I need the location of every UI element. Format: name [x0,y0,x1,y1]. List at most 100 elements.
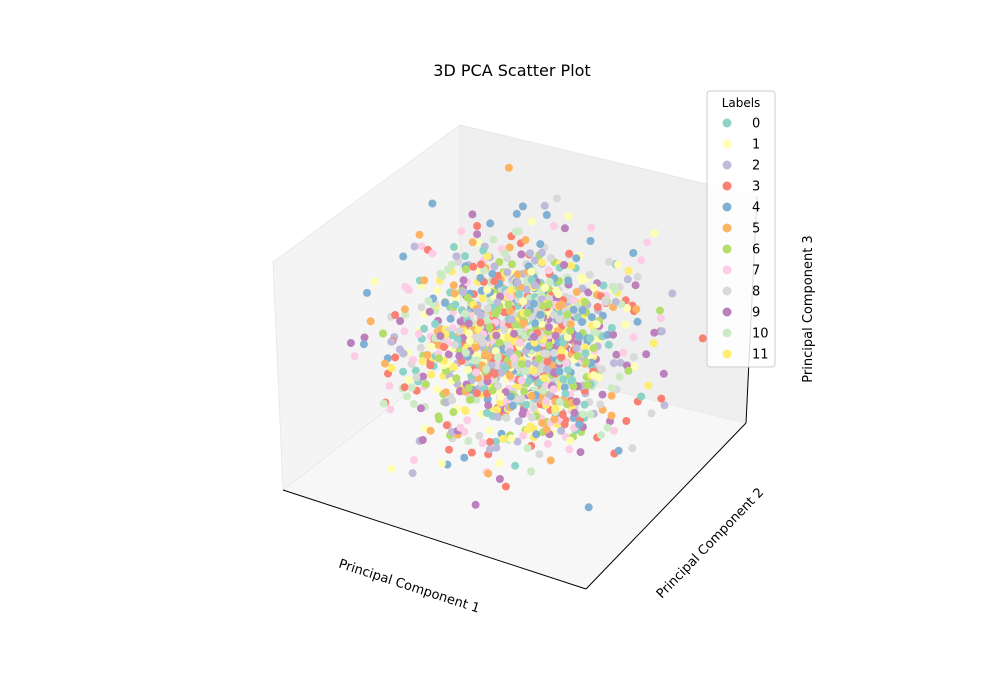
point-label-10 [472,356,481,365]
point-label-10 [545,277,554,286]
point-label-7 [417,242,426,251]
point-label-2 [490,262,499,271]
point-label-4 [486,219,495,228]
point-label-5 [426,426,435,435]
point-label-0 [559,338,568,347]
legend-label-2: 2 [752,159,760,174]
point-label-2 [459,288,468,296]
point-label-4 [572,254,581,263]
legend-frame [706,90,776,368]
point-label-4 [578,318,586,326]
point-label-5 [400,305,409,314]
point-label-2 [557,426,566,435]
point-label-10 [611,286,620,295]
point-label-11 [450,362,459,371]
point-label-8 [517,394,526,403]
point-label-8 [535,450,544,459]
point-label-6 [535,355,543,363]
point-label-9 [468,210,477,219]
point-label-10 [493,353,502,362]
point-label-8 [455,327,464,336]
legend-label-7: 7 [752,264,760,279]
legend: Labels 0 1 2 3 4 5 6 7 8 9 10 11 [706,90,776,368]
point-label-9 [530,332,539,341]
point-label-4 [532,430,541,439]
point-label-6 [493,307,502,316]
point-label-2 [543,365,552,374]
legend-marker-10 [722,328,732,338]
point-label-2 [609,359,618,368]
y-axis-label: Principal Component 2 [654,485,767,601]
point-label-11 [530,338,539,347]
point-label-3 [476,318,485,327]
point-label-8 [448,396,457,405]
point-label-11 [538,258,546,267]
point-label-3 [473,389,481,398]
point-label-8 [633,272,642,281]
point-label-8 [494,382,503,390]
point-label-10 [482,316,491,325]
point-label-11 [461,406,470,415]
point-label-6 [434,354,443,363]
point-label-10 [462,348,470,357]
point-label-11 [478,294,487,303]
legend-marker-7 [722,265,732,275]
point-label-3 [657,394,666,403]
point-label-2 [492,443,501,452]
point-label-0 [522,400,531,409]
point-label-2 [523,359,532,368]
point-label-3 [467,448,476,457]
point-label-11 [387,364,396,373]
x-axis-label: Principal Component 1 [337,557,482,617]
point-label-7 [587,223,596,232]
point-label-5 [521,236,530,245]
point-label-1 [650,229,659,238]
point-label-7 [569,296,578,305]
point-label-5 [484,469,493,478]
point-label-8 [416,343,425,352]
point-label-0 [515,290,524,299]
point-label-9 [518,410,527,418]
point-label-10 [527,467,536,476]
legend-label-5: 5 [752,222,760,237]
point-label-4 [428,199,437,208]
point-label-9 [418,436,427,444]
point-label-6 [589,344,598,353]
point-label-2 [505,348,514,356]
legend-marker-5 [722,223,732,233]
point-label-1 [491,347,500,356]
point-label-3 [426,361,435,370]
point-label-6 [581,298,590,306]
point-label-10 [409,399,418,408]
point-label-0 [561,389,570,398]
point-label-6 [517,360,526,369]
point-label-4 [488,269,497,278]
point-label-0 [399,367,408,376]
point-label-7 [400,327,409,336]
point-label-10 [579,410,588,419]
point-label-1 [433,385,442,394]
point-label-10 [597,431,605,440]
point-label-4 [441,298,449,307]
point-label-9 [495,475,504,483]
point-label-9 [551,331,560,340]
legend-label-9: 9 [752,306,760,321]
point-label-0 [559,375,568,384]
point-label-11 [557,346,566,355]
point-label-7 [386,405,395,414]
point-label-2 [442,398,451,407]
point-label-1 [563,333,572,342]
point-label-9 [609,330,618,339]
point-label-6 [421,380,430,389]
point-label-1 [465,329,473,338]
legend-marker-3 [722,181,732,191]
point-label-0 [431,320,440,328]
point-label-2 [410,242,419,251]
point-label-0 [581,349,590,358]
point-label-8 [629,353,638,361]
point-label-8 [647,409,656,418]
point-label-1 [576,273,585,282]
point-label-1 [370,277,379,286]
point-label-5 [441,388,450,397]
